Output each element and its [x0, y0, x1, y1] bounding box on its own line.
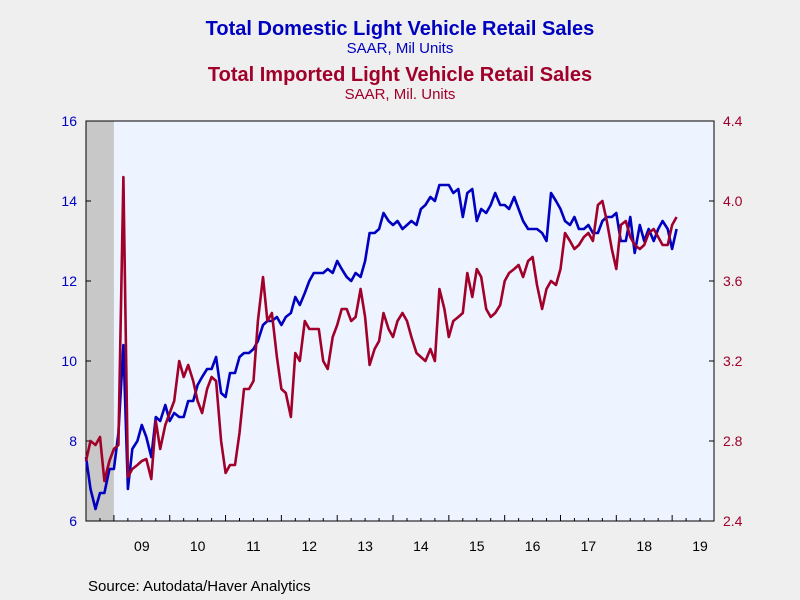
title-imported: Total Imported Light Vehicle Retail Sale… [207, 64, 593, 86]
x-tick-label: 12 [301, 538, 317, 554]
y-left-tick-label: 6 [69, 513, 77, 529]
y-right-tick-label: 4.4 [723, 113, 743, 129]
title-domestic: Total Domestic Light Vehicle Retail Sale… [205, 18, 595, 40]
y-right-tick-label: 3.6 [723, 273, 743, 289]
plot-area [86, 121, 714, 521]
y-right-tick-label: 2.8 [723, 433, 743, 449]
y-right-tick-label: 4.0 [723, 193, 743, 209]
x-tick-label: 11 [246, 538, 261, 554]
y-right-tick-label: 2.4 [723, 513, 743, 529]
x-tick-label: 09 [134, 538, 150, 554]
x-tick-label: 10 [190, 538, 206, 554]
subtitle-domestic: SAAR, Mil Units [346, 40, 454, 57]
x-tick-label: 18 [636, 538, 652, 554]
recession-band [86, 121, 114, 521]
x-tick-label: 19 [692, 538, 708, 554]
series-line-domestic [84, 183, 678, 511]
x-tick-label: 14 [413, 538, 429, 554]
y-left-tick-label: 16 [61, 113, 77, 129]
y-left-tick-label: 14 [61, 193, 77, 209]
x-tick-label: 13 [357, 538, 373, 554]
x-tick-label: 16 [525, 538, 541, 554]
y-left-tick-label: 8 [69, 433, 77, 449]
x-tick-label: 17 [581, 538, 597, 554]
plot-frame [85, 120, 715, 522]
series-line-imported [84, 175, 678, 483]
y-left-tick-label: 12 [61, 273, 77, 289]
x-tick-label: 15 [469, 538, 485, 554]
y-left-tick-label: 10 [61, 353, 77, 369]
subtitle-imported: SAAR, Mil. Units [344, 86, 456, 103]
y-right-tick-label: 3.2 [723, 353, 743, 369]
source-note: Source: Autodata/Haver Analytics [88, 578, 311, 595]
